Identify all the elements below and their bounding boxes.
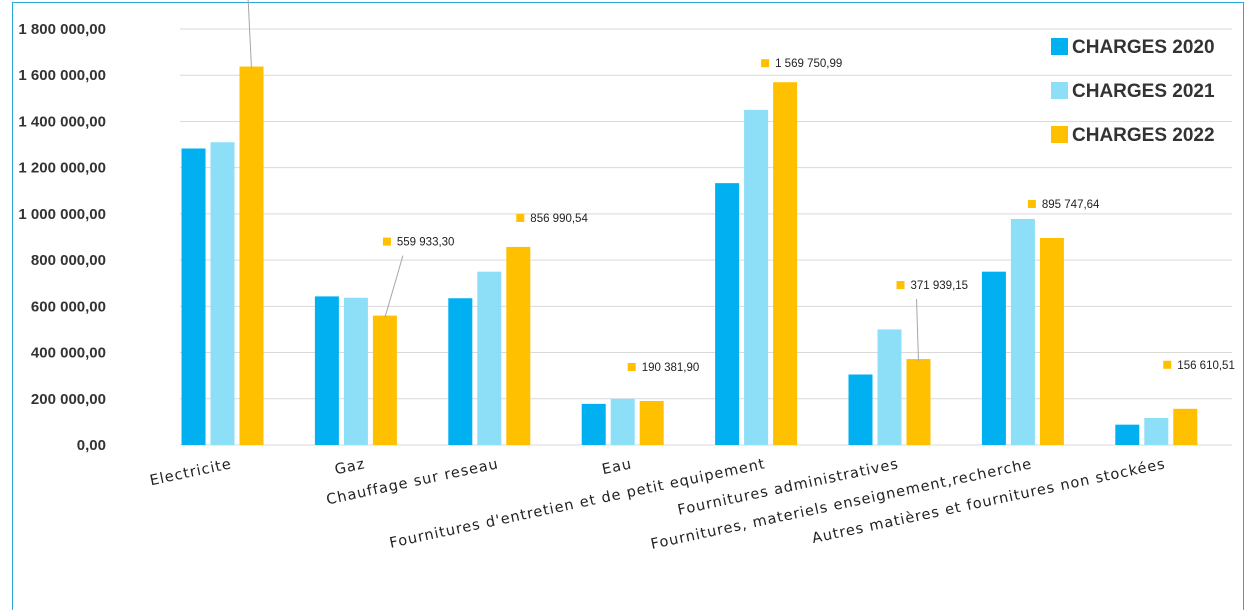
leader-line <box>385 256 403 318</box>
bar-3-2 <box>373 316 397 445</box>
bar-2-5 <box>744 110 768 445</box>
data-label: 371 939,15 <box>911 280 969 292</box>
x-tick-label: Eau <box>601 456 634 478</box>
bar-3-8 <box>1173 409 1197 445</box>
bar-3-4 <box>640 401 664 445</box>
bar-1-3 <box>448 298 472 445</box>
bar-1-5 <box>715 183 739 445</box>
bar-1-2 <box>315 296 339 445</box>
legend-swatch <box>1051 82 1068 99</box>
bar-1-4 <box>582 404 606 445</box>
legend-label: CHARGES 2022 <box>1072 125 1215 146</box>
data-label: 895 747,64 <box>1042 199 1100 211</box>
bar-3-6 <box>907 359 931 445</box>
legend-swatch <box>1051 38 1068 55</box>
y-tick-label: 1 600 000,00 <box>18 67 106 84</box>
data-label: 156 610,51 <box>1177 360 1235 372</box>
y-tick-label: 600 000,00 <box>31 298 106 315</box>
y-tick-label: 0,00 <box>77 437 106 454</box>
y-tick-label: 1 200 000,00 <box>18 160 106 177</box>
data-label-swatch <box>761 59 769 67</box>
bars <box>182 67 1198 445</box>
y-tick-label: 200 000,00 <box>31 391 106 408</box>
y-tick-label: 1 800 000,00 <box>18 21 106 38</box>
legend-swatch <box>1051 126 1068 143</box>
bar-1-6 <box>849 375 873 445</box>
bar-2-2 <box>344 298 368 445</box>
legend-label: CHARGES 2020 <box>1072 37 1215 58</box>
bar-2-8 <box>1144 418 1168 445</box>
bar-3-3 <box>506 247 530 445</box>
bar-2-6 <box>878 329 902 445</box>
data-label-swatch <box>628 363 636 371</box>
bar-1-1 <box>182 148 206 445</box>
data-label: 190 381,90 <box>642 362 700 374</box>
y-tick-label: 1 000 000,00 <box>18 206 106 223</box>
bar-2-3 <box>477 272 501 445</box>
data-label-swatch <box>516 214 524 222</box>
legend: CHARGES 2020 CHARGES 2021 CHARGES 2022 <box>1051 37 1215 146</box>
legend-label: CHARGES 2021 <box>1072 81 1215 102</box>
bar-3-5 <box>773 82 797 445</box>
leader-line <box>917 299 919 361</box>
bar-3-1 <box>240 67 264 445</box>
data-label-swatch <box>1163 361 1171 369</box>
data-label-swatch <box>1028 200 1036 208</box>
y-tick-label: 1 400 000,00 <box>18 113 106 130</box>
leader-line <box>248 0 252 69</box>
data-label: 856 990,54 <box>530 213 588 225</box>
data-label: 559 933,30 <box>397 237 455 249</box>
bar-2-4 <box>611 399 635 445</box>
bar-1-7 <box>982 272 1006 445</box>
y-axis-ticks: 0,00 200 000,00 400 000,00 600 000,00 800 00… <box>18 21 106 454</box>
y-tick-label: 800 000,00 <box>31 252 106 269</box>
bar-3-7 <box>1040 238 1064 445</box>
bar-2-7 <box>1011 219 1035 445</box>
x-tick-label: Gaz <box>333 456 366 478</box>
bar-1-8 <box>1115 425 1139 445</box>
x-tick-label: Electricite <box>148 456 233 489</box>
bar-2-1 <box>211 142 235 445</box>
y-tick-label: 400 000,00 <box>31 345 106 362</box>
data-label: 1 569 750,99 <box>775 58 842 70</box>
data-label-swatch <box>383 238 391 246</box>
data-label-swatch <box>897 281 905 289</box>
